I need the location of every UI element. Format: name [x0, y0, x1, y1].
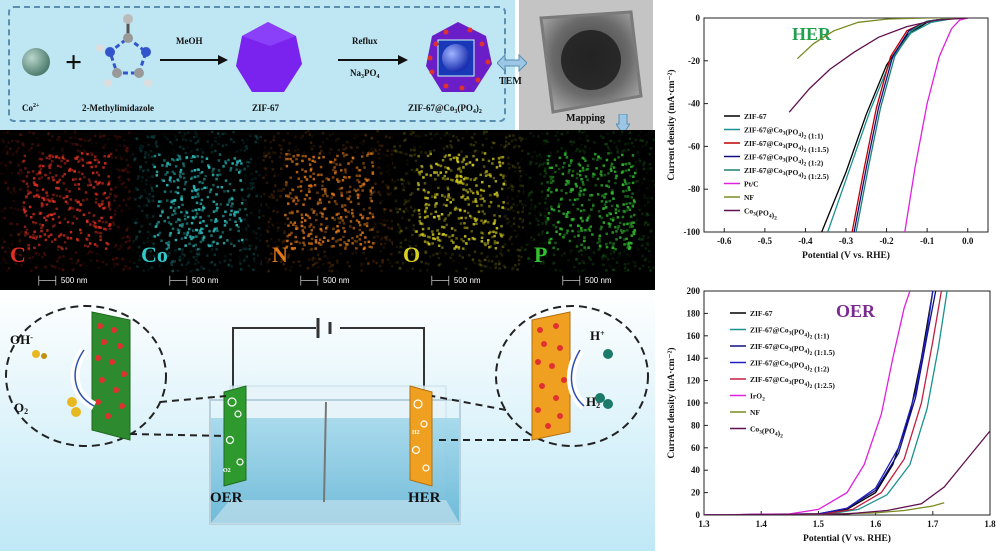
oh-ion — [32, 350, 40, 358]
tem-arrow-icon — [497, 52, 527, 74]
cell-graphics — [0, 290, 655, 551]
methylimidazole-molecule — [96, 14, 152, 87]
synthesis-scheme: + — [0, 0, 515, 130]
tem-image — [519, 0, 653, 130]
map-letter-n: N — [272, 242, 288, 268]
x-axis-label: Potential (V vs. RHE) — [802, 250, 890, 261]
her-electrode-label: HER — [408, 490, 441, 507]
x-tick-label: 0.0 — [962, 236, 974, 246]
legend-label: NF — [750, 408, 760, 417]
h2-label: H2 — [586, 394, 600, 410]
map-panel-o: O ├──┤ 500 nm — [393, 130, 524, 290]
y-tick-label: -100 — [684, 227, 701, 237]
y-tick-label: 120 — [687, 376, 701, 386]
x-tick-label: -0.1 — [920, 236, 935, 246]
legend-label: NF — [744, 193, 754, 202]
y-axis-label: Current density (mA·cm⁻²) — [666, 347, 677, 458]
y-tick-label: 160 — [687, 331, 701, 341]
map-panel-n: N ├──┤ 500 nm — [262, 130, 393, 290]
elemental-mapping-strip: C ├──┤ 500 nm Co ├──┤ 500 nm N ├──┤ 500 … — [0, 130, 655, 290]
y-tick-label: -40 — [688, 99, 700, 109]
left-gas-label: O2 — [223, 468, 231, 474]
legend-label: Pt/C — [744, 180, 759, 189]
x-tick-label: -0.3 — [839, 236, 854, 246]
h-ion-label: H+ — [590, 328, 605, 344]
co-ion-label: Co2+ — [22, 103, 39, 113]
x-tick-label: 1.5 — [813, 519, 825, 529]
map-letter-o: O — [403, 242, 420, 268]
x-tick-label: 1.4 — [756, 519, 768, 529]
x-tick-label: 1.3 — [698, 519, 710, 529]
x-tick-label: 1.8 — [984, 519, 996, 529]
chart-title: HER — [792, 24, 832, 44]
mapping-label: Mapping — [566, 113, 605, 124]
y-tick-label: 180 — [687, 308, 701, 318]
legend-label: ZIF-67 — [744, 112, 767, 121]
map-scalebar-o: ├──┤ 500 nm — [429, 276, 481, 285]
y-tick-label: 140 — [687, 353, 701, 363]
x-tick-label: -0.6 — [717, 236, 732, 246]
right-gas-label: H2 — [412, 430, 420, 436]
map-scalebar-c: ├──┤ 500 nm — [36, 276, 88, 285]
y-tick-label: -80 — [688, 184, 700, 194]
y-tick-label: 60 — [691, 443, 701, 453]
y-tick-label: 80 — [691, 420, 701, 430]
chart-title: OER — [836, 301, 876, 321]
y-tick-label: 0 — [696, 13, 701, 23]
y-axis-label: Current density (mA·cm⁻²) — [666, 69, 677, 180]
plot-frame — [704, 291, 990, 515]
y-tick-label: 0 — [696, 510, 701, 520]
map-letter-co: Co — [141, 242, 168, 268]
oer-chart: 1.3 1.4 1.5 1.6 1.7 1.8 0 20 40 60 80 100 120 140 160 1… — [660, 283, 1000, 551]
map-panel-c: C ├──┤ 500 nm — [0, 130, 131, 290]
her-chart-svg: -0.6 -0.5 -0.4 -0.3 -0.2 -0.1 0.0 0 -20 -40 -60 -80… — [660, 0, 1000, 268]
x-tick-label: 1.6 — [870, 519, 882, 529]
co-ion-sphere — [22, 48, 50, 76]
step2-reagent-top: Reflux — [352, 36, 378, 46]
x-tick-label: -0.2 — [879, 236, 894, 246]
map-letter-p: P — [534, 242, 547, 268]
plus-sign: + — [65, 46, 82, 79]
her-chart: -0.6 -0.5 -0.4 -0.3 -0.2 -0.1 0.0 0 -20 -40 -60 -80… — [660, 0, 1000, 268]
map-scalebar-n: ├──┤ 500 nm — [298, 276, 350, 285]
x-tick-label: -0.5 — [758, 236, 773, 246]
legend-label: ZIF-67 — [750, 309, 773, 318]
step2-reagent-bottom: Na3PO4 — [350, 68, 380, 80]
y-tick-label: 200 — [687, 286, 701, 296]
x-tick-label: -0.4 — [798, 236, 813, 246]
o2-label: O2 — [14, 400, 28, 416]
electrolysis-cell-scheme: OH- O2 H+ H2 O2 H2 OER HER — [0, 290, 655, 551]
y-tick-label: 20 — [691, 488, 701, 498]
map-letter-c: C — [10, 242, 26, 268]
ligand-label: 2-Methylimidazole — [82, 103, 154, 113]
y-tick-label: -60 — [688, 141, 700, 151]
zif67-label: ZIF-67 — [252, 103, 279, 113]
map-panel-co: Co ├──┤ 500 nm — [131, 130, 262, 290]
x-tick-label: 1.7 — [927, 519, 939, 529]
y-tick-label: 40 — [691, 465, 701, 475]
x-axis-label: Potential (V vs. RHE) — [803, 533, 891, 544]
map-scalebar-co: ├──┤ 500 nm — [167, 276, 219, 285]
oh-label: OH- — [10, 332, 33, 348]
tem-micrograph — [519, 0, 653, 130]
oer-chart-svg: 1.3 1.4 1.5 1.6 1.7 1.8 0 20 40 60 80 100 120 140 160 1… — [660, 283, 1000, 551]
map-panel-p: P ├──┤ 500 nm — [524, 130, 655, 290]
core-shell-label: ZIF-67@Co3(PO4)2 — [408, 103, 482, 115]
y-tick-label: 100 — [687, 398, 701, 408]
h-ion — [603, 349, 613, 359]
map-scalebar-p: ├──┤ 500 nm — [560, 276, 612, 285]
oer-electrode-label: OER — [210, 490, 243, 507]
y-tick-label: -20 — [688, 56, 700, 66]
o2-molecule — [67, 397, 77, 407]
core-shell-particle — [426, 22, 492, 92]
step1-reagent: MeOH — [176, 36, 203, 46]
tem-label: TEM — [499, 76, 522, 87]
